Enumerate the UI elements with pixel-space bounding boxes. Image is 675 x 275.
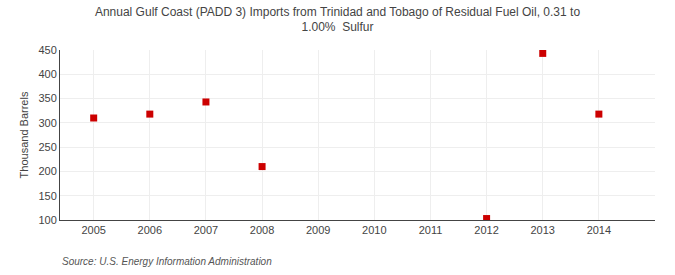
svg-text:450: 450 xyxy=(38,44,56,56)
svg-text:200: 200 xyxy=(38,165,56,177)
svg-text:350: 350 xyxy=(38,92,56,104)
svg-text:2008: 2008 xyxy=(250,224,274,236)
svg-text:2012: 2012 xyxy=(474,224,498,236)
svg-text:2009: 2009 xyxy=(306,224,330,236)
svg-text:Annual Gulf Coast (PADD 3) Imp: Annual Gulf Coast (PADD 3) Imports from … xyxy=(95,5,580,35)
svg-text:400: 400 xyxy=(38,68,56,80)
svg-text:2010: 2010 xyxy=(362,224,386,236)
svg-text:2013: 2013 xyxy=(530,224,554,236)
svg-text:Thousand Barrels: Thousand Barrels xyxy=(18,91,30,178)
svg-text:300: 300 xyxy=(38,117,56,129)
svg-text:150: 150 xyxy=(38,190,56,202)
svg-text:250: 250 xyxy=(38,141,56,153)
svg-text:2011: 2011 xyxy=(419,224,443,236)
svg-text:2005: 2005 xyxy=(81,224,105,236)
svg-text:2014: 2014 xyxy=(587,224,611,236)
svg-text:100: 100 xyxy=(38,214,56,226)
svg-text:2007: 2007 xyxy=(194,224,218,236)
svg-text:Source: U.S. Energy Informatio: Source: U.S. Energy Information Administ… xyxy=(62,256,272,267)
svg-text:2006: 2006 xyxy=(138,224,162,236)
